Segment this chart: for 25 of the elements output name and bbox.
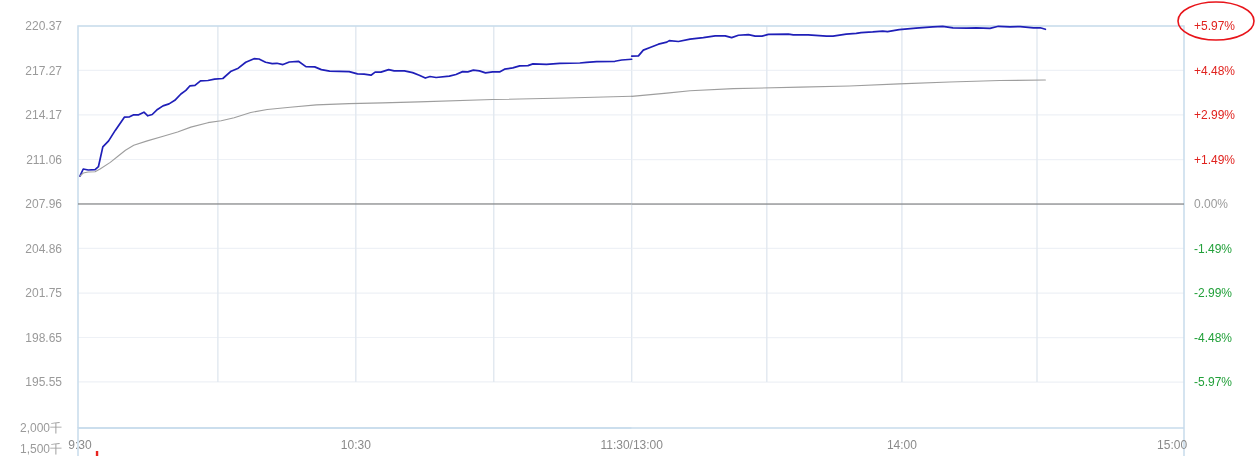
- x-tick-label: 14:00: [886, 438, 918, 453]
- y-tick-label: 211.06: [26, 152, 63, 167]
- y-tick-label: 1,500千: [19, 442, 62, 456]
- y-tick-label: 204.86: [25, 241, 63, 256]
- x-tick-label: 11:30/13:00: [600, 438, 664, 453]
- y-tick-label: 198.65: [25, 330, 63, 345]
- y2-tick-label: -1.49%: [1194, 241, 1233, 256]
- y2-tick-label: 0.00%: [1194, 197, 1229, 212]
- y2-tick-label: -4.48%: [1194, 330, 1233, 345]
- y-tick-label: 201.75: [25, 286, 63, 301]
- y-tick-label: 217.27: [25, 63, 63, 78]
- y2-tick-label: -2.99%: [1194, 286, 1233, 301]
- x-tick-label: 9:30: [68, 438, 92, 453]
- y2-tick-label: +1.49%: [1194, 152, 1236, 167]
- y-tick-label: 207.96: [25, 197, 63, 212]
- y-tick-label: 2,000千: [19, 421, 62, 436]
- y2-tick-label: +2.99%: [1194, 108, 1236, 123]
- y-tick-label: 195.55: [25, 375, 63, 390]
- y-tick-label: 220.37: [25, 19, 63, 34]
- y2-tick-label: -5.97%: [1194, 375, 1233, 390]
- x-tick-label: 15:00: [1157, 438, 1188, 453]
- y-tick-label: 214.17: [25, 108, 63, 123]
- y2-tick-label: +4.48%: [1194, 63, 1236, 78]
- y2-tick-label: +5.97%: [1194, 19, 1236, 34]
- x-tick-label: 10:30: [340, 438, 372, 453]
